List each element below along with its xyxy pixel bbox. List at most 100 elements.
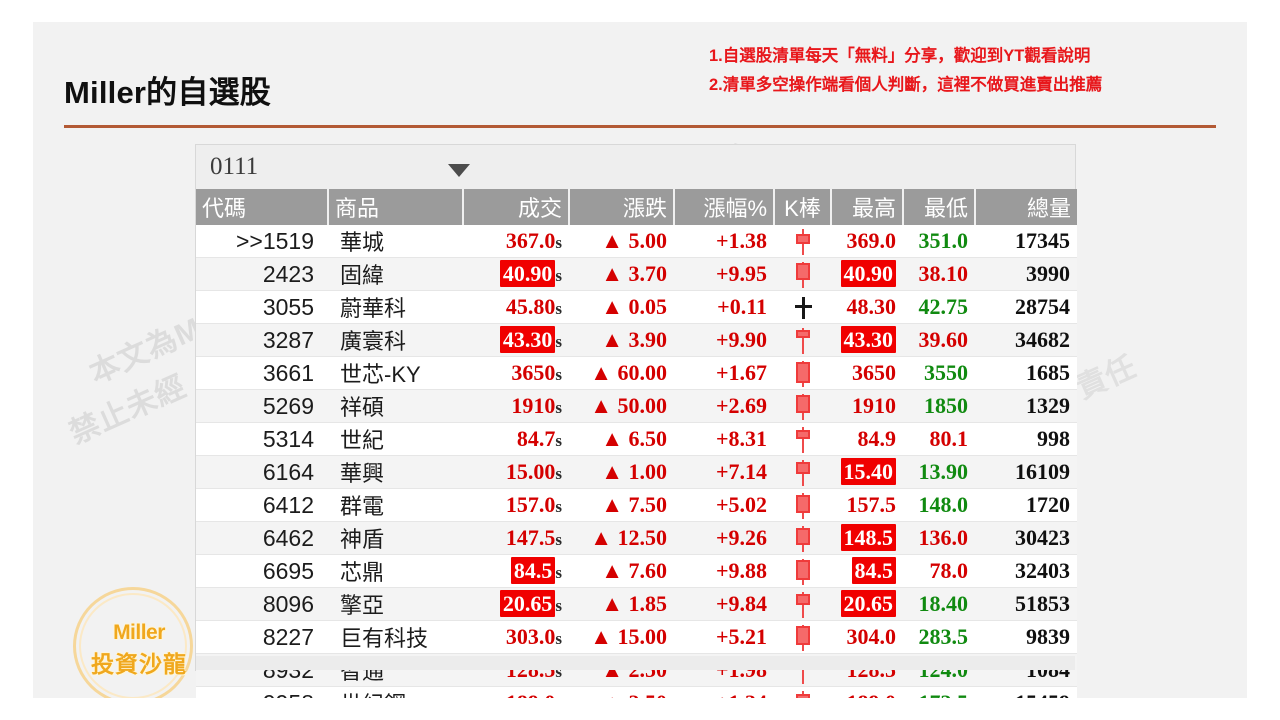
cell-code: 3661 (196, 356, 328, 390)
cell-volume: 51853 (975, 587, 1077, 621)
cell-price: 43.30 s (463, 323, 569, 357)
cell-change: ▲ 15.00 (569, 620, 674, 654)
cell-kbar (774, 389, 831, 423)
cell-low: 1850 (903, 389, 975, 423)
cell-kbar (774, 620, 831, 654)
cell-change: ▲ 1.00 (569, 455, 674, 489)
column-header-change[interactable]: 漲跌 (569, 189, 675, 225)
group-selector[interactable]: 0111 (196, 145, 1075, 189)
cell-volume: 30423 (975, 521, 1077, 555)
cell-code: 6164 (196, 455, 328, 489)
cell-change: ▲ 1.85 (569, 587, 674, 621)
cell-kbar (774, 587, 831, 621)
cell-percent: +9.88 (674, 554, 774, 588)
cell-kbar (774, 686, 831, 698)
cell-change: ▲ 7.60 (569, 554, 674, 588)
header-row: 代碼 商品 成交 漲跌 漲幅% K棒 最高 最低 總量 (196, 189, 1077, 225)
cell-code: 6695 (196, 554, 328, 588)
cell-name: 世芯-KY (328, 356, 463, 390)
cell-low: 18.40 (903, 587, 975, 621)
cell-change: ▲ 7.50 (569, 488, 674, 522)
cell-volume: 28754 (975, 290, 1077, 324)
cell-kbar (774, 323, 831, 357)
table-row[interactable]: 3287 廣寰科 43.30 s ▲ 3.90 +9.90 43.30 39.60 34682 (196, 323, 1077, 357)
column-header-name[interactable]: 商品 (328, 189, 464, 225)
cell-volume: 15459 (975, 686, 1077, 698)
title-divider (64, 125, 1216, 128)
table-row[interactable]: 5314 世紀 84.7s ▲ 6.50 +8.31 84.9 80.1 998 (196, 422, 1077, 456)
column-header-code[interactable]: 代碼 (196, 189, 329, 225)
cell-volume: 16109 (975, 455, 1077, 489)
cell-high: 20.65 (831, 587, 903, 621)
table-row[interactable]: >>1519 華城 367.0s ▲ 5.00 +1.38 369.0 351.0 17345 (196, 225, 1077, 258)
table-row[interactable]: 3055 蔚華科 45.80s ▲ 0.05 +0.11 48.30 42.75 28754 (196, 290, 1077, 324)
cell-price: 157.0s (463, 488, 569, 522)
cell-name: 巨有科技 (328, 620, 463, 654)
column-header-volume[interactable]: 總量 (975, 189, 1077, 225)
logo-ring-outer (73, 587, 193, 698)
cell-high: 304.0 (831, 620, 903, 654)
table-row[interactable]: 6412 群電 157.0s ▲ 7.50 +5.02 157.5 148.0 1720 (196, 488, 1077, 522)
cell-name: 廣寰科 (328, 323, 463, 357)
group-selector-value: 0111 (210, 153, 259, 180)
notice-block: 1.自選股清單每天「無料」分享，歡迎到YT觀看說明 2.清單多空操作端看個人判斷… (709, 42, 1219, 100)
cell-name: 芯鼎 (328, 554, 463, 588)
cell-kbar (774, 257, 831, 291)
cell-percent: +1.34 (674, 686, 774, 698)
cell-code: 3287 (196, 323, 328, 357)
cell-code: 2423 (196, 257, 328, 291)
table-row[interactable]: 3661 世芯-KY 3650s ▲ 60.00 +1.67 3650 3550 1685 (196, 356, 1077, 390)
cell-price: 84.7s (463, 422, 569, 456)
cell-price: 84.5 s (463, 554, 569, 588)
cell-percent: +8.31 (674, 422, 774, 456)
table-row[interactable]: 8227 巨有科技 303.0s ▲ 15.00 +5.21 304.0 283.5 9839 (196, 620, 1077, 654)
cell-kbar (774, 554, 831, 588)
cell-code: 8227 (196, 620, 328, 654)
cell-change: ▲ 5.00 (569, 225, 674, 258)
table-row[interactable]: 8096 擎亞 20.65 s ▲ 1.85 +9.84 20.65 18.40 51853 (196, 587, 1077, 621)
cell-code: 6462 (196, 521, 328, 555)
cell-price: 1910s (463, 389, 569, 423)
column-header-kbar[interactable]: K棒 (774, 189, 832, 225)
page-title: Miller的自選股 (64, 75, 271, 110)
table-row[interactable]: 2423 固緯 40.90 s ▲ 3.70 +9.95 40.90 38.10 3990 (196, 257, 1077, 291)
cell-percent: +9.26 (674, 521, 774, 555)
cell-percent: +7.14 (674, 455, 774, 489)
cell-change: ▲ 2.50 (569, 653, 674, 687)
cell-volume: 1685 (975, 356, 1077, 390)
table-row[interactable]: 5269 祥碩 1910s ▲ 50.00 +2.69 1910 1850 1329 (196, 389, 1077, 423)
chevron-down-icon[interactable] (448, 164, 470, 177)
cell-high: 3650 (831, 356, 903, 390)
cell-volume: 32403 (975, 554, 1077, 588)
table-row[interactable]: 6695 芯鼎 84.5 s ▲ 7.60 +9.88 84.5 78.0 32403 (196, 554, 1077, 588)
cell-kbar (774, 455, 831, 489)
column-header-percent[interactable]: 漲幅% (674, 189, 775, 225)
logo-ring-inner (79, 593, 187, 698)
quote-window-footer (196, 656, 1075, 670)
cell-volume: 3990 (975, 257, 1077, 291)
cell-name: 擎亞 (328, 587, 463, 621)
cell-price: 189.0s (463, 686, 569, 698)
column-header-price[interactable]: 成交 (463, 189, 570, 225)
cell-price: 15.00s (463, 455, 569, 489)
cell-high: 48.30 (831, 290, 903, 324)
cell-percent: +0.11 (674, 290, 774, 324)
cell-low: 283.5 (903, 620, 975, 654)
cell-volume: 34682 (975, 323, 1077, 357)
column-header-low[interactable]: 最低 (903, 189, 976, 225)
cell-kbar (774, 488, 831, 522)
slide-canvas: Miller的自選股 1.自選股清單每天「無料」分享，歡迎到YT觀看說明 2.清… (33, 22, 1247, 698)
table-row[interactable]: 6164 華興 15.00s ▲ 1.00 +7.14 15.40 13.90 16109 (196, 455, 1077, 489)
cell-change: ▲ 6.50 (569, 422, 674, 456)
cell-low: 38.10 (903, 257, 975, 291)
cell-volume: 998 (975, 422, 1077, 456)
column-header-high[interactable]: 最高 (831, 189, 904, 225)
cell-code: 8096 (196, 587, 328, 621)
cell-price: 147.5s (463, 521, 569, 555)
cell-price: 45.80s (463, 290, 569, 324)
cell-low: 124.0 (903, 653, 975, 687)
table-row[interactable]: 6462 神盾 147.5s ▲ 12.50 +9.26 148.5 136.0 30423 (196, 521, 1077, 555)
cell-price: 3650s (463, 356, 569, 390)
cell-code: 3055 (196, 290, 328, 324)
